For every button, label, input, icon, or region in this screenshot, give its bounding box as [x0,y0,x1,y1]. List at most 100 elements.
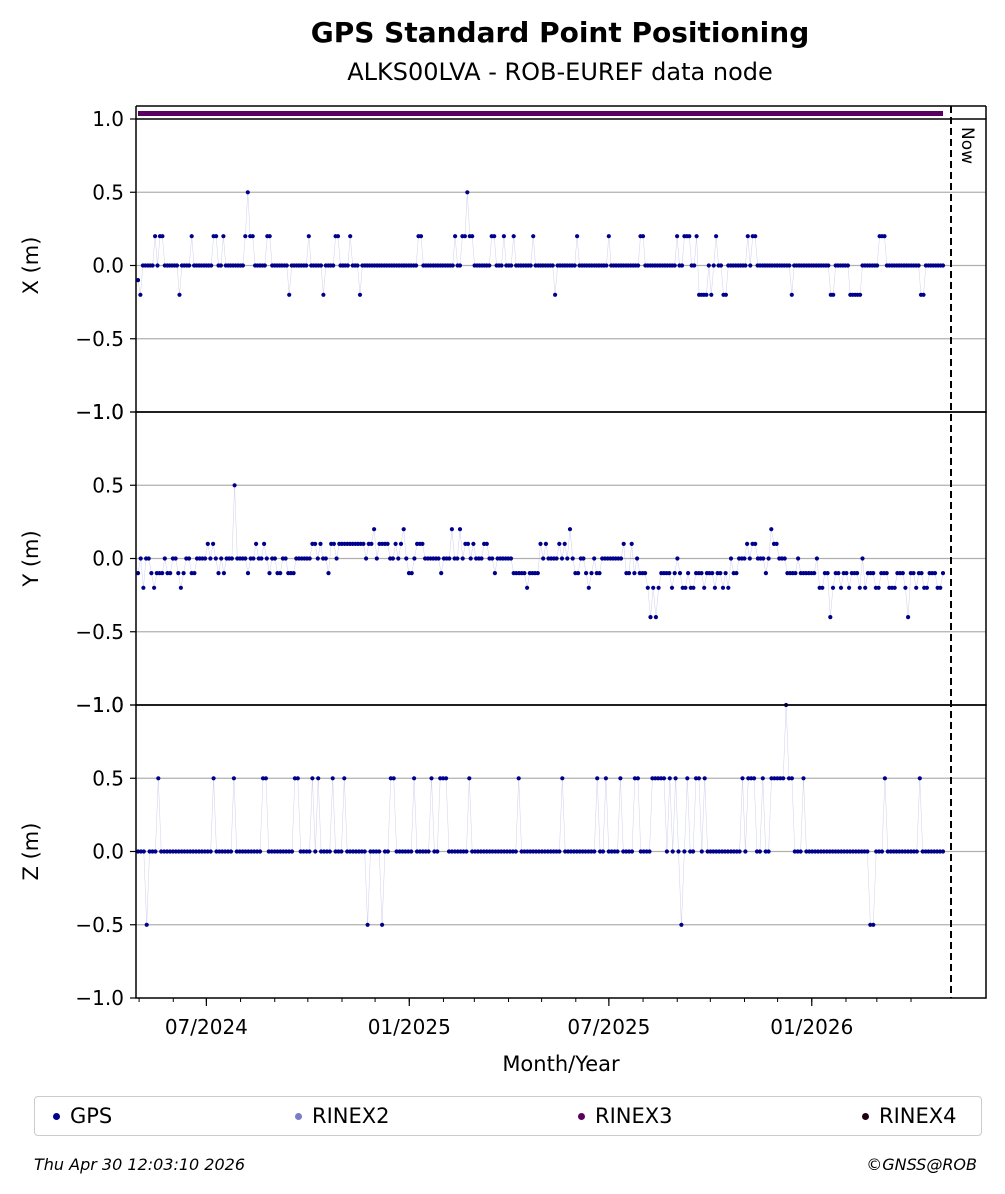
data-point-2-149 [568,849,574,854]
data-point-1-168 [586,585,591,590]
data-point-2-14 [176,849,181,854]
data-point-0-54 [267,234,272,239]
data-point-1-55 [283,556,288,561]
data-point-1-40 [243,556,248,561]
data-point-2-162 [606,849,611,854]
data-point-1-255 [820,585,825,590]
data-point-1-1 [138,556,143,561]
data-point-2-94 [409,849,414,854]
data-point-0-22 [189,234,194,239]
y-tick-label-2-0: −1.0 [75,693,124,717]
data-point-2-262 [897,849,902,854]
data-point-2-123 [493,849,498,854]
data-point-2-98 [420,849,425,854]
data-point-0-291 [845,263,851,268]
data-point-2-233 [813,849,818,854]
data-point-2-171 [632,776,638,781]
data-point-2-189 [685,776,690,781]
data-point-1-32 [221,571,226,576]
data-point-1-172 [597,571,602,576]
data-point-2-195 [702,776,707,781]
data-point-1-36 [232,483,237,488]
data-point-0-253 [753,234,758,239]
data-point-2-82 [374,849,379,854]
data-point-1-207 [691,585,696,590]
data-point-2-24 [205,849,210,854]
data-point-1-292 [919,571,924,576]
data-point-0-303 [875,263,880,268]
data-point-2-272 [926,849,931,854]
data-point-0-0 [135,278,141,283]
x-tick-label-2: 07/2025 [567,1015,650,1039]
data-point-0-45 [245,190,250,195]
data-point-2-77 [359,849,364,854]
data-point-1-191 [648,615,653,620]
data-point-2-51 [284,849,289,854]
data-point-2-246 [850,849,856,854]
data-point-0-32 [214,234,219,239]
data-point-1-27 [208,556,213,561]
y-tick-label-1-4: −1.0 [75,693,124,717]
data-point-0-180 [575,234,580,239]
data-point-0-86 [345,263,350,268]
data-point-2-196 [705,849,710,854]
data-point-2-154 [583,849,588,854]
data-point-2-190 [688,849,693,854]
data-point-1-252 [812,571,817,576]
data-point-2-23 [202,849,207,854]
data-point-1-169 [589,571,594,576]
data-point-1-74 [334,556,339,561]
data-point-0-134 [462,234,467,239]
data-point-1-35 [229,556,234,561]
data-point-2-163 [609,849,614,854]
data-point-2-18 [188,849,193,854]
data-point-2-168 [624,849,629,854]
data-point-2-34 [234,849,239,854]
data-point-2-156 [589,849,594,854]
data-point-2-274 [932,849,937,854]
data-point-2-90 [397,849,402,854]
data-point-2-80 [368,849,373,854]
series-line-2 [138,704,943,925]
data-point-0-220 [672,263,677,268]
data-point-1-120 [457,527,463,532]
data-point-1-93 [385,541,390,547]
data-point-2-126 [502,849,507,854]
data-point-2-43 [260,776,266,781]
x-tick-label-3: 01/2026 [770,1015,853,1039]
data-point-2-188 [682,849,687,854]
data-point-0-21 [187,263,192,268]
data-point-1-290 [914,585,919,590]
data-point-2-59 [307,849,312,854]
data-point-2-215 [760,776,765,781]
data-point-2-143 [551,849,556,854]
data-point-2-250 [862,849,867,854]
data-point-2-61 [313,849,318,854]
data-point-0-116 [418,234,424,239]
data-point-2-107 [446,849,452,854]
data-point-2-54 [292,776,297,781]
data-point-1-51 [272,556,277,561]
data-point-2-13 [173,849,178,854]
data-point-1-132 [490,556,495,561]
data-point-0-320 [916,263,921,268]
data-point-0-76 [321,292,326,297]
data-point-1-286 [903,585,908,590]
data-point-1-124 [468,556,473,561]
data-point-2-219 [772,776,777,781]
data-point-2-113 [464,849,469,854]
data-point-2-30 [223,849,228,854]
data-point-2-105 [441,776,446,781]
data-point-2-35 [237,849,242,854]
data-point-2-86 [385,849,390,854]
panel-frame-2 [135,704,987,999]
data-point-2-256 [879,849,885,854]
data-point-0-239 [718,263,724,268]
data-point-2-227 [795,849,800,854]
data-point-0-192 [604,263,609,268]
data-point-1-144 [522,571,527,576]
data-point-2-65 [324,849,329,854]
data-point-1-5 [149,571,154,576]
footer-timestamp: Thu Apr 30 12:03:10 2026 [34,1155,246,1174]
data-point-2-47 [272,849,277,854]
